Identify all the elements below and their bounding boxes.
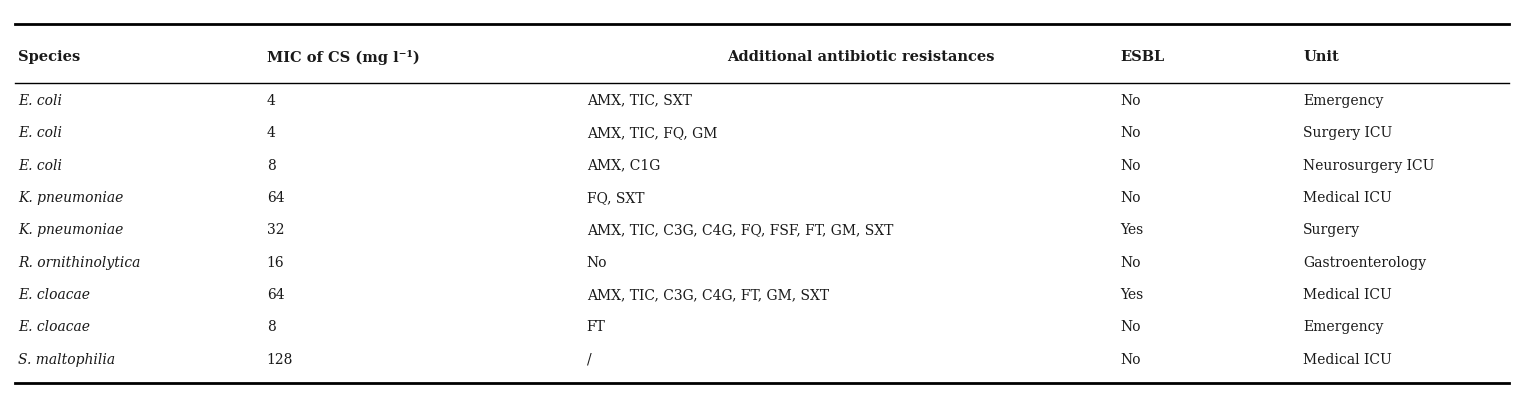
Text: No: No: [1120, 256, 1140, 270]
Text: Species: Species: [18, 50, 81, 64]
Text: 32: 32: [267, 223, 283, 237]
Text: Neurosurgery ICU: Neurosurgery ICU: [1303, 158, 1434, 173]
Text: Additional antibiotic resistances: Additional antibiotic resistances: [727, 50, 995, 64]
Text: /: /: [587, 353, 591, 367]
Text: 16: 16: [267, 256, 285, 270]
Text: E. coli: E. coli: [18, 94, 62, 108]
Text: AMX, TIC, C3G, C4G, FQ, FSF, FT, GM, SXT: AMX, TIC, C3G, C4G, FQ, FSF, FT, GM, SXT: [587, 223, 893, 237]
Text: No: No: [1120, 320, 1140, 335]
Text: No: No: [1120, 353, 1140, 367]
Text: AMX, TIC, C3G, C4G, FT, GM, SXT: AMX, TIC, C3G, C4G, FT, GM, SXT: [587, 288, 829, 302]
Text: E. coli: E. coli: [18, 158, 62, 173]
Text: No: No: [1120, 191, 1140, 205]
Text: Yes: Yes: [1120, 223, 1143, 237]
Text: 4: 4: [267, 94, 276, 108]
Text: 8: 8: [267, 320, 276, 335]
Text: E. cloacae: E. cloacae: [18, 320, 90, 335]
Text: K. pneumoniae: K. pneumoniae: [18, 191, 123, 205]
Text: 64: 64: [267, 191, 285, 205]
Text: 4: 4: [267, 126, 276, 140]
Text: R. ornithinolytica: R. ornithinolytica: [18, 256, 140, 270]
Text: Medical ICU: Medical ICU: [1303, 353, 1391, 367]
Text: S. maltophilia: S. maltophilia: [18, 353, 116, 367]
Text: Unit: Unit: [1303, 50, 1338, 64]
Text: No: No: [587, 256, 607, 270]
Text: ESBL: ESBL: [1120, 50, 1164, 64]
Text: AMX, TIC, FQ, GM: AMX, TIC, FQ, GM: [587, 126, 718, 140]
Text: E. coli: E. coli: [18, 126, 62, 140]
Text: Emergency: Emergency: [1303, 94, 1384, 108]
Text: FQ, SXT: FQ, SXT: [587, 191, 645, 205]
Text: Surgery ICU: Surgery ICU: [1303, 126, 1393, 140]
Text: Yes: Yes: [1120, 288, 1143, 302]
Text: Surgery: Surgery: [1303, 223, 1359, 237]
Text: FT: FT: [587, 320, 605, 335]
Text: Gastroenterology: Gastroenterology: [1303, 256, 1426, 270]
Text: AMX, C1G: AMX, C1G: [587, 158, 660, 173]
Text: AMX, TIC, SXT: AMX, TIC, SXT: [587, 94, 692, 108]
Text: E. cloacae: E. cloacae: [18, 288, 90, 302]
Text: MIC of CS (mg l⁻¹): MIC of CS (mg l⁻¹): [267, 50, 419, 65]
Text: 64: 64: [267, 288, 285, 302]
Text: 8: 8: [267, 158, 276, 173]
Text: No: No: [1120, 94, 1140, 108]
Text: 128: 128: [267, 353, 293, 367]
Text: No: No: [1120, 158, 1140, 173]
Text: No: No: [1120, 126, 1140, 140]
Text: K. pneumoniae: K. pneumoniae: [18, 223, 123, 237]
Text: Emergency: Emergency: [1303, 320, 1384, 335]
Text: Medical ICU: Medical ICU: [1303, 191, 1391, 205]
Text: Medical ICU: Medical ICU: [1303, 288, 1391, 302]
